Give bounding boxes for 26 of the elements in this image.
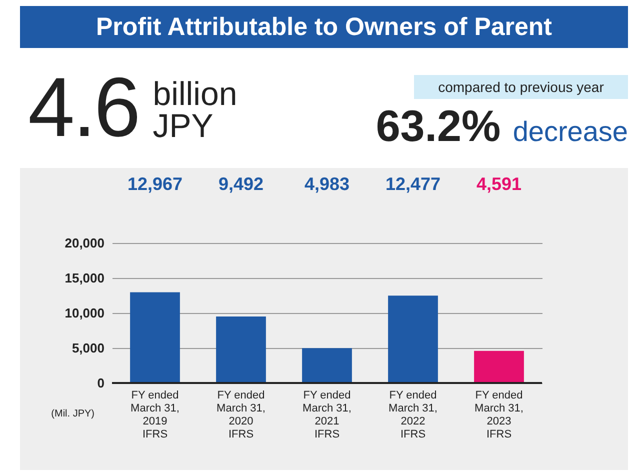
text: 4.6 <box>28 60 139 154</box>
y-tick-label: 10,000 <box>64 306 104 320</box>
data-label: 4,983 <box>304 174 350 194</box>
bar <box>130 292 180 383</box>
y-tick-label: 0 <box>97 376 104 390</box>
y-tick-label: 20,000 <box>64 236 104 250</box>
bar <box>302 348 352 383</box>
data-label: 12,477 <box>385 174 441 194</box>
chart-title: Profit Attributable to Owners of Parent <box>20 6 628 48</box>
x-tick-label: FY ended March 31, 2019 IFRS <box>130 390 180 440</box>
y-axis-title: (Mil. JPY) <box>51 408 94 420</box>
data-label: 4,591 <box>476 174 522 194</box>
data-label: 9,492 <box>218 174 264 194</box>
bar <box>474 350 524 383</box>
bar <box>216 316 266 383</box>
x-tick-label: FY ended March 31, 2023 IFRS <box>474 390 524 440</box>
bar <box>388 296 438 383</box>
text: decrease <box>512 116 628 147</box>
text: compared to previous year <box>414 75 628 99</box>
text: 63.2% <box>376 102 501 151</box>
x-tick-label: FY ended March 31, 2022 IFRS <box>388 390 438 440</box>
x-tick-label: FY ended March 31, 2021 IFRS <box>302 390 352 440</box>
y-tick-label: 5,000 <box>72 340 104 356</box>
y-tick-label: 15,000 <box>64 270 104 286</box>
data-label: 12,967 <box>127 174 183 194</box>
x-tick-label: FY ended March 31, 2020 IFRS <box>216 390 266 440</box>
